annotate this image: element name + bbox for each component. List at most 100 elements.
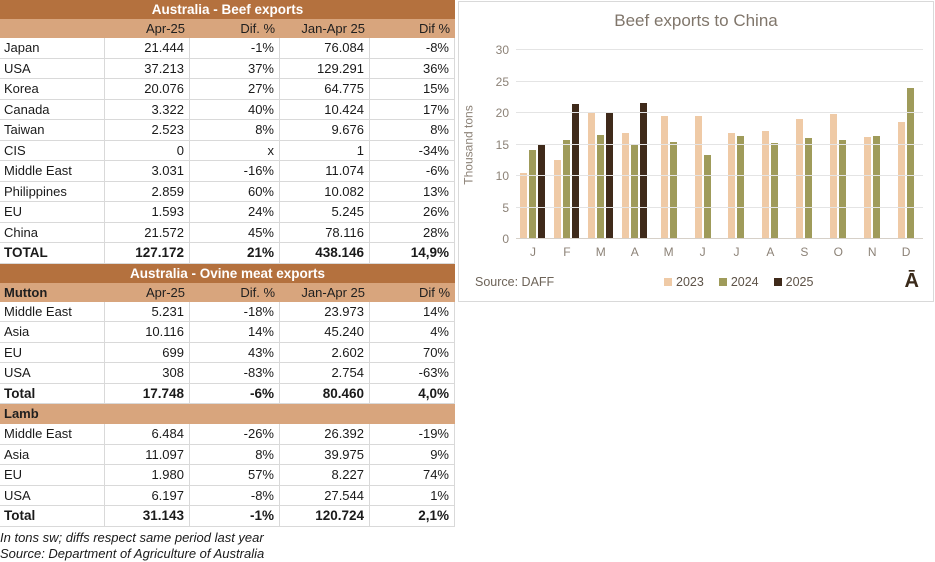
y-axis-label: Thousand tons — [462, 104, 477, 185]
table-cell: 14% — [190, 322, 280, 342]
table-row: China 21.572 45% 78.116 28% — [0, 222, 455, 243]
table-cell: Asia — [0, 322, 105, 342]
bar-2023 — [694, 115, 702, 239]
table-cell: EU — [0, 342, 105, 362]
y-tick-label: 15 — [495, 137, 509, 152]
table-cell: -8% — [190, 485, 280, 505]
ovine-table-title: Australia - Ovine meat exports — [0, 263, 455, 283]
bar-2024 — [805, 137, 813, 239]
table-cell: 31.143 — [105, 506, 190, 526]
table-cell: 4% — [370, 322, 455, 342]
bars-container — [516, 50, 923, 239]
chart-source: Source: DAFF — [475, 275, 555, 289]
table-cell: Asia — [0, 444, 105, 464]
table-cell: Korea — [0, 79, 105, 99]
table-cell: 699 — [105, 342, 190, 362]
table-cell: USA — [0, 58, 105, 78]
header-cell: Dif % — [418, 21, 450, 36]
x-tick-label: M — [595, 245, 606, 259]
beef-table-total: TOTAL 127.172 21% 438.146 14,9% — [0, 243, 455, 264]
bar-group — [618, 50, 652, 239]
table-row: Canada 3.322 40% 10.424 17% — [0, 99, 455, 120]
x-tick-label: N — [867, 245, 877, 259]
legend-item: 2024 — [718, 275, 759, 289]
table-row: Philippines 2.859 60% 10.082 13% — [0, 181, 455, 202]
bar-group — [720, 50, 754, 239]
table-cell: 11.097 — [105, 444, 190, 464]
table-cell: 45% — [190, 222, 280, 242]
table-cell: USA — [0, 363, 105, 383]
beef-table: Australia - Beef exports Apr-25 Dif. % J… — [0, 0, 455, 264]
table-cell: China — [0, 222, 105, 242]
table-cell: 60% — [190, 181, 280, 201]
x-tick-label: A — [766, 245, 775, 259]
table-row: Asia 10.116 14% 45.240 4% — [0, 322, 455, 343]
table-cell: 27.544 — [280, 485, 370, 505]
table-cell: 2.602 — [280, 342, 370, 362]
table-cell: 6.484 — [105, 424, 190, 444]
table-cell: -18% — [190, 301, 280, 321]
legend-swatch — [718, 278, 727, 286]
bar-2023 — [588, 113, 596, 239]
footnotes: In tons sw; diffs respect same period la… — [0, 527, 455, 562]
table-cell: 127.172 — [105, 243, 190, 263]
table-row: TOTAL 127.172 21% 438.146 14,9% — [0, 243, 455, 264]
x-tick-label: A — [630, 245, 639, 259]
table-cell: 1% — [370, 485, 455, 505]
table-cell: 1.593 — [105, 202, 190, 222]
table-cell: 8.227 — [280, 465, 370, 485]
header-cell — [0, 19, 105, 38]
bar-2024 — [737, 135, 745, 239]
table-cell: 1 — [280, 140, 370, 160]
table-cell: 20.076 — [105, 79, 190, 99]
table-cell: Total — [0, 506, 105, 526]
table-cell: 76.084 — [280, 38, 370, 58]
table-cell: 37.213 — [105, 58, 190, 78]
gridline — [516, 175, 923, 176]
table-cell: 14,9% — [370, 243, 455, 263]
bar-2024 — [839, 140, 847, 239]
bar-2024 — [669, 141, 677, 239]
table-cell: Japan — [0, 38, 105, 58]
chart-title: Beef exports to China — [614, 11, 778, 30]
table-row: USA 308 -83% 2.754 -63% — [0, 363, 455, 384]
bar-2024 — [563, 140, 571, 239]
table-cell: 2.523 — [105, 120, 190, 140]
table-cell: -83% — [190, 363, 280, 383]
table-cell: 74% — [370, 465, 455, 485]
table-row: USA 6.197 -8% 27.544 1% — [0, 485, 455, 506]
y-tick-label: 20 — [495, 106, 509, 120]
table-cell: 40% — [190, 99, 280, 119]
table-cell: 39.975 — [280, 444, 370, 464]
table-cell: Canada — [0, 99, 105, 119]
table-row: Taiwan 2.523 8% 9.676 8% — [0, 120, 455, 141]
table-cell: 2.859 — [105, 181, 190, 201]
table-cell: 0 — [105, 140, 190, 160]
table-cell: 17.748 — [105, 383, 190, 403]
bar-2024 — [873, 136, 881, 239]
table-cell: -6% — [190, 383, 280, 403]
table-cell: 8% — [190, 120, 280, 140]
bar-2024 — [907, 88, 915, 239]
table-cell: 1.980 — [105, 465, 190, 485]
footnote-units: In tons sw; diffs respect same period la… — [0, 529, 264, 545]
header-cell: Dif. % — [240, 284, 275, 300]
x-tick-label: F — [563, 245, 571, 259]
table-row: EU 1.980 57% 8.227 74% — [0, 465, 455, 486]
table-cell: EU — [0, 465, 105, 485]
table-cell: CIS — [0, 140, 105, 160]
header-cell: Jan-Apr 25 — [301, 284, 365, 300]
header-cell: Mutton — [4, 284, 48, 300]
x-tick-label: S — [800, 245, 809, 259]
bar-group — [550, 50, 584, 239]
bar-2024 — [529, 150, 537, 239]
brand-logo: Ā — [904, 270, 919, 292]
bar-2025 — [572, 104, 580, 239]
y-tick-label: 10 — [495, 169, 509, 183]
mutton-header: Mutton Apr-25 Dif. % Jan-Apr 25 Dif % — [0, 282, 455, 302]
table-row: CIS 0 x 1 -34% — [0, 140, 455, 161]
table-row: Asia 11.097 8% 39.975 9% — [0, 444, 455, 465]
table-cell: 129.291 — [280, 58, 370, 78]
